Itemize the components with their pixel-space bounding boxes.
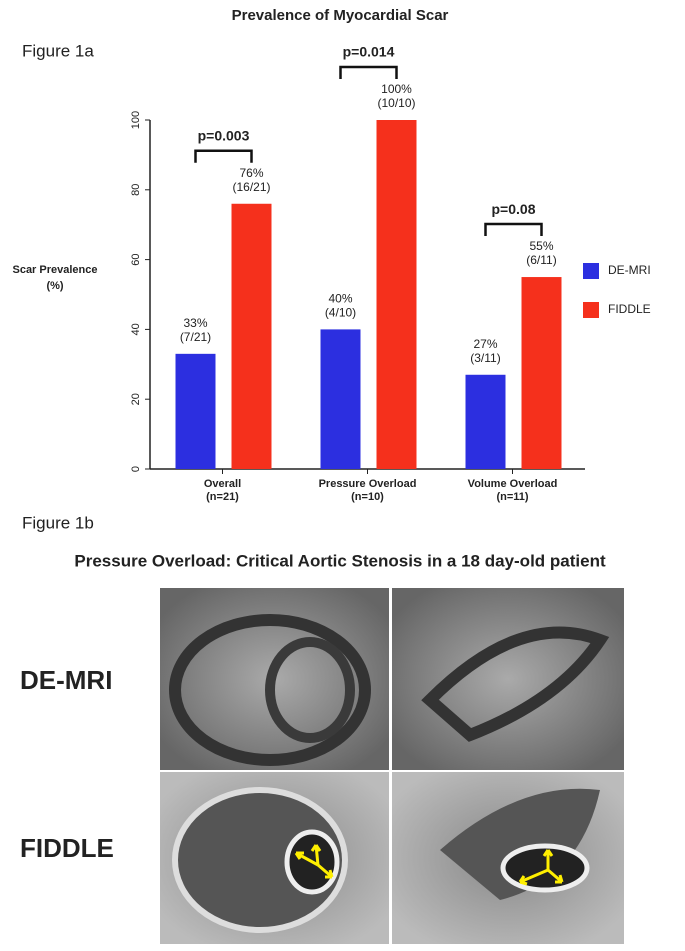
- significance-bracket: [484, 222, 543, 237]
- value-label: 76%: [239, 166, 263, 180]
- figure-label: Figure 1a: [22, 41, 94, 60]
- bar: [521, 277, 562, 469]
- value-label: 27%: [473, 337, 497, 351]
- significance-bracket: [194, 149, 253, 163]
- arrows: [294, 844, 564, 886]
- value-label: (16/21): [232, 180, 270, 194]
- x-tick-label: (n=21): [206, 491, 239, 503]
- value-label: 100%: [381, 82, 412, 96]
- panel-title: Pressure Overload: Critical Aortic Steno…: [74, 551, 606, 570]
- value-label: 33%: [183, 316, 207, 330]
- y-tick-label: 20: [130, 393, 142, 405]
- image-detail: [265, 637, 355, 743]
- p-value: p=0.014: [343, 44, 395, 60]
- p-value: p=0.08: [492, 201, 536, 217]
- x-tick-label: Pressure Overload: [319, 478, 417, 490]
- y-tick-label: 100: [130, 111, 142, 129]
- y-axis-label: Scar Prevalence: [12, 264, 97, 276]
- bar: [465, 374, 506, 469]
- image: [392, 588, 624, 770]
- mri-images: [160, 588, 624, 944]
- value-label: (3/11): [470, 351, 500, 365]
- value-label: (10/10): [377, 96, 415, 110]
- x-tick-label: Volume Overload: [468, 478, 558, 490]
- value-label: (7/21): [180, 330, 211, 344]
- row-label: FIDDLE: [20, 833, 114, 863]
- y-tick-label: 40: [130, 323, 142, 335]
- x-tick-label: (n=10): [351, 491, 384, 503]
- figure-label: Figure 1b: [22, 513, 94, 532]
- p-value: p=0.003: [198, 127, 250, 143]
- y-tick-label: 60: [130, 253, 142, 265]
- value-label: 55%: [529, 239, 553, 253]
- bar: [320, 329, 361, 469]
- x-tick-label: Overall: [204, 478, 241, 490]
- significance-bracket: [339, 65, 398, 79]
- value-label: (6/11): [526, 253, 556, 267]
- x-tick-label: (n=11): [496, 491, 528, 503]
- image-detail: [440, 788, 600, 900]
- legend-swatch: [583, 263, 599, 279]
- legend-label: DE-MRI: [608, 263, 651, 277]
- legend-swatch: [583, 302, 599, 318]
- y-tick-label: 0: [130, 466, 142, 472]
- value-label: 40%: [328, 292, 352, 306]
- image-detail: [169, 614, 371, 766]
- bar: [175, 353, 216, 469]
- legend-label: FIDDLE: [608, 302, 651, 316]
- bar: [231, 203, 272, 469]
- image-detail: [172, 787, 348, 933]
- row-label: DE-MRI: [20, 665, 112, 695]
- value-label: (4/10): [325, 306, 356, 320]
- chart-title: Prevalence of Myocardial Scar: [232, 7, 449, 24]
- bar: [376, 120, 417, 469]
- image-detail: [421, 626, 610, 742]
- y-axis-label: (%): [46, 280, 63, 292]
- y-tick-label: 80: [130, 184, 142, 196]
